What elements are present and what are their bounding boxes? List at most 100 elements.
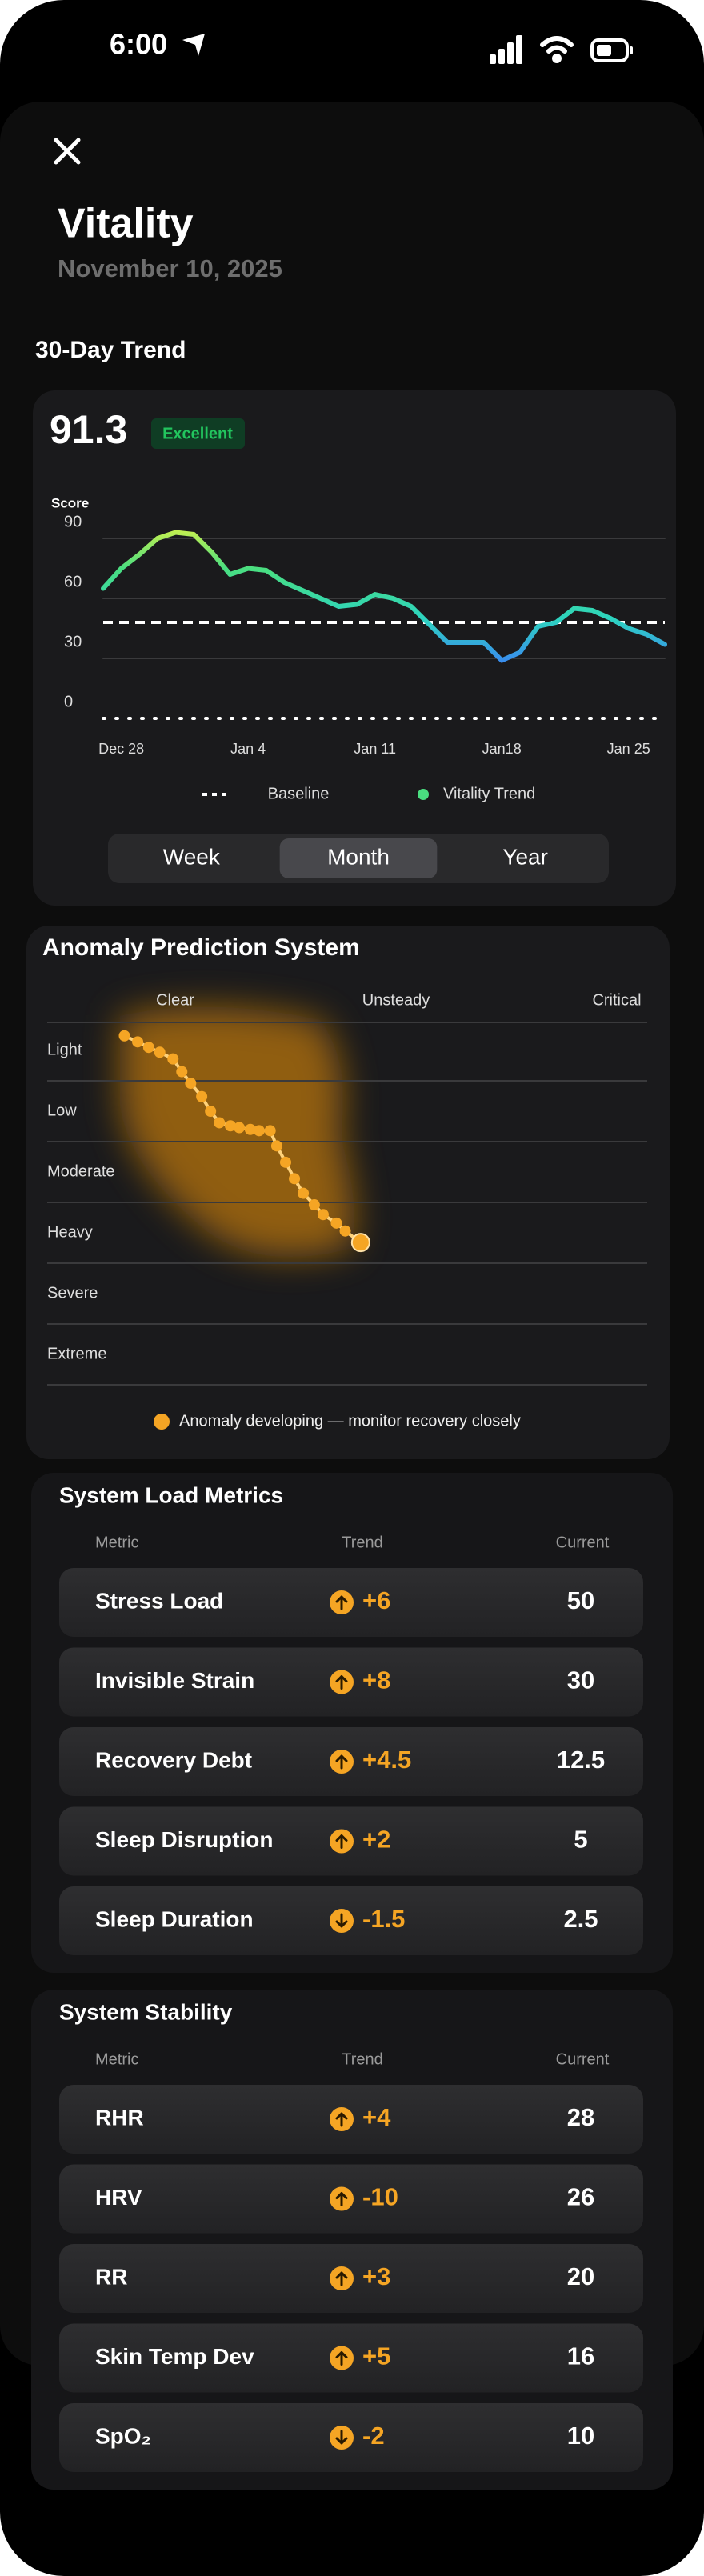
trend-arrow [335, 2112, 348, 2127]
y-category-label: Low [47, 1102, 77, 1119]
x-tick-label: Jan 4 [230, 741, 266, 757]
y-tick-label: 60 [64, 573, 82, 590]
signal-icon [490, 35, 522, 64]
trend-arrow [335, 2271, 348, 2286]
anomaly-point [234, 1122, 246, 1134]
anomaly-point [308, 1199, 320, 1211]
anomaly-point [205, 1106, 217, 1117]
anomaly-point [154, 1046, 166, 1058]
y-category-label: Light [47, 1041, 82, 1058]
section-heading: 30-Day Trend [35, 337, 186, 363]
x-category-label: Clear [156, 991, 194, 1009]
y-tick-label: 90 [64, 513, 82, 530]
x-tick-label: Jan18 [482, 741, 522, 757]
x-tick-label: Jan 25 [607, 741, 650, 757]
y-category-label: Heavy [47, 1223, 93, 1241]
anomaly-point [253, 1125, 265, 1137]
anomaly-point [214, 1117, 226, 1129]
segment-label[interactable]: Week [163, 844, 221, 869]
current-value: 2.5 [563, 1905, 598, 1933]
trend-arrow [335, 1754, 348, 1770]
metric-name: SpO₂ [95, 2423, 151, 2448]
column-header: Trend [342, 2050, 383, 2068]
anomaly-point [289, 1173, 301, 1185]
metric-name: Sleep Duration [95, 1906, 254, 1931]
anomaly-point [225, 1120, 236, 1132]
card-title: System Load Metrics [59, 1482, 283, 1507]
trend-value: +6 [362, 1586, 390, 1614]
current-value: 28 [567, 2103, 594, 2131]
legend-label: Baseline [268, 785, 330, 802]
trend-value: -10 [362, 2183, 398, 2211]
x-category-label: Unsteady [362, 991, 430, 1009]
trend-arrow [335, 2430, 348, 2445]
metric-name: Invisible Strain [95, 1668, 254, 1693]
segment-label[interactable]: Year [502, 844, 548, 869]
trend-value: -1.5 [362, 1905, 405, 1933]
current-value: 12.5 [557, 1746, 605, 1774]
column-header: Metric [95, 2050, 138, 2068]
wifi-icon [540, 36, 574, 63]
badge-text: Excellent [162, 425, 233, 442]
anomaly-point [264, 1125, 276, 1137]
metric-name: Sleep Disruption [95, 1827, 273, 1852]
metric-name: RR [95, 2264, 127, 2289]
anomaly-point [330, 1217, 342, 1229]
legend-swatch [418, 789, 429, 800]
trend-arrow [335, 1595, 348, 1610]
current-value: 30 [567, 1666, 594, 1694]
battery-icon [590, 38, 633, 62]
metric-name: Skin Temp Dev [95, 2344, 254, 2369]
anomaly-point [167, 1053, 179, 1065]
trend-card [33, 390, 676, 906]
status-time: 6:00 [110, 28, 167, 61]
anomaly-point [350, 1233, 370, 1253]
current-value: 50 [567, 1586, 594, 1614]
column-header: Trend [342, 1534, 383, 1551]
trend-value: +3 [362, 2262, 390, 2290]
current-value: 10 [567, 2422, 594, 2450]
trend-value: +2 [362, 1826, 390, 1854]
current-value: 16 [567, 2342, 594, 2370]
score: 91.3 [50, 407, 127, 452]
segment-label[interactable]: Month [327, 844, 390, 869]
y-tick-label: 0 [64, 693, 73, 710]
trend-arrow [335, 1834, 348, 1849]
anomaly-point [196, 1090, 208, 1102]
x-tick-label: Jan 11 [354, 741, 396, 757]
legend-swatch [154, 1414, 170, 1430]
trend-value: +4.5 [362, 1746, 411, 1774]
trend-line [101, 530, 667, 663]
segment-selected[interactable] [279, 838, 438, 878]
close-button[interactable] [54, 138, 81, 165]
anomaly-point [298, 1187, 310, 1199]
page-title: Vitality [58, 201, 194, 247]
y-axis-label: Score [51, 495, 89, 510]
location-icon [182, 34, 205, 56]
current-value: 5 [574, 1826, 587, 1854]
metric-name: Stress Load [95, 1588, 223, 1613]
metric-name: Recovery Debt [95, 1747, 252, 1772]
x-category-label: Critical [592, 991, 641, 1009]
metric-name: RHR [95, 2105, 144, 2130]
current-value: 26 [567, 2183, 594, 2211]
y-category-label: Extreme [47, 1345, 106, 1362]
anomaly-point [339, 1225, 351, 1237]
metric-name: HRV [95, 2185, 142, 2210]
column-header: Current [556, 2050, 610, 2068]
trend-value: +8 [362, 1666, 390, 1694]
anomaly-point [142, 1042, 154, 1054]
trend-value: +5 [362, 2342, 390, 2370]
trend-arrow [335, 2192, 348, 2206]
anomaly-point [176, 1066, 188, 1078]
anomaly-point [132, 1036, 144, 1048]
anomaly-point [270, 1140, 282, 1152]
trend-arrow [335, 1675, 348, 1690]
current-value: 20 [567, 2262, 594, 2290]
y-category-label: Severe [47, 1284, 98, 1302]
trend-value: -2 [362, 2422, 385, 2450]
y-category-label: Moderate [47, 1162, 115, 1180]
card-title: Anomaly Prediction System [42, 934, 360, 961]
card-title: System Stability [59, 1999, 233, 2024]
